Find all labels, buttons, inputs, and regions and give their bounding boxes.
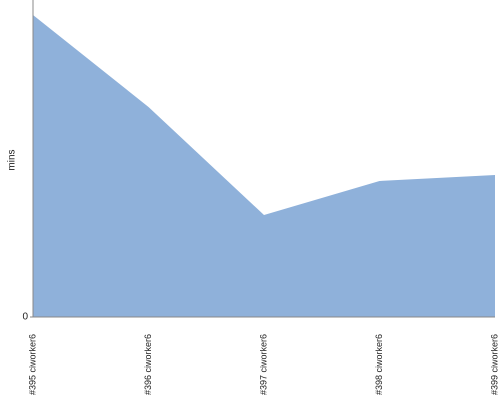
y-axis-label: mins [7, 149, 18, 170]
x-tick-label: #399 ciworker6 [489, 334, 499, 395]
x-tick-label: #397 ciworker6 [258, 334, 268, 395]
x-tick-label: #396 ciworker6 [143, 334, 153, 395]
y-tick-label: 0 [22, 312, 28, 323]
x-tick-label: #395 ciworker6 [27, 334, 37, 395]
x-tick-label: #398 ciworker6 [374, 334, 384, 395]
area [33, 15, 495, 317]
